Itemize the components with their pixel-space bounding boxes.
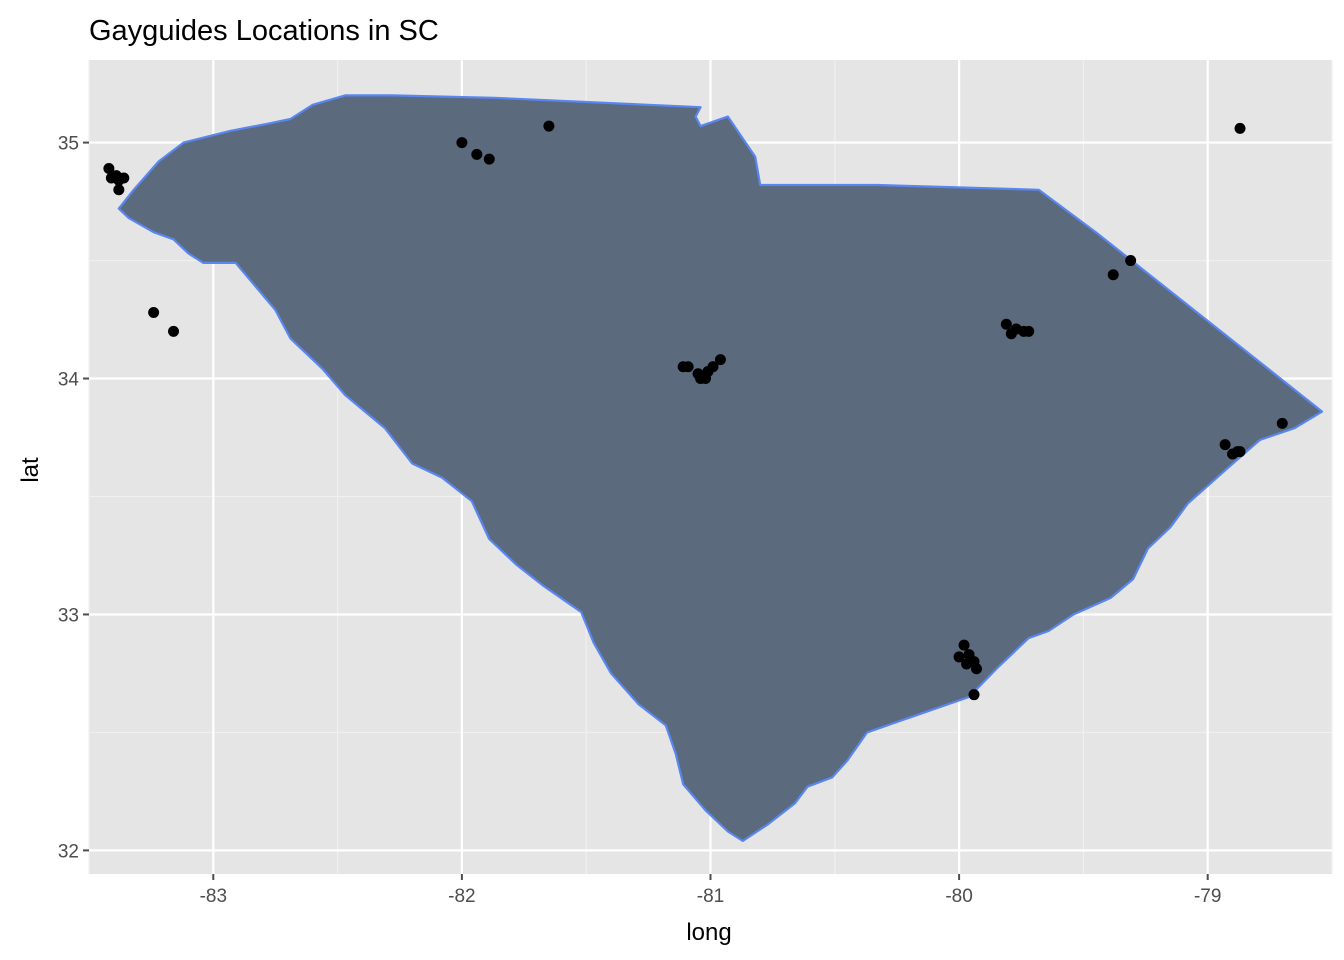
location-point xyxy=(1234,446,1246,458)
plot-title: Gayguides Locations in SC xyxy=(89,15,439,47)
location-point xyxy=(953,651,965,663)
south-carolina-outline xyxy=(117,94,1324,843)
x-axis-title: long xyxy=(686,919,731,946)
x-tick-label: -82 xyxy=(448,886,475,907)
location-point xyxy=(118,172,130,184)
y-tick-label: 33 xyxy=(58,605,79,626)
location-point xyxy=(543,120,555,132)
location-point xyxy=(714,354,726,366)
y-axis: 32 33 34 35 xyxy=(58,134,89,862)
location-point xyxy=(707,361,719,373)
location-point xyxy=(692,368,704,380)
x-axis: -83 -82 -81 -80 -79 xyxy=(200,874,1221,907)
location-point xyxy=(1219,439,1231,451)
location-point xyxy=(113,184,125,196)
x-tick-label: -83 xyxy=(200,886,227,907)
location-point xyxy=(1276,417,1288,429)
location-point xyxy=(971,663,983,675)
location-point xyxy=(1000,318,1012,330)
y-tick-label: 35 xyxy=(58,134,79,155)
location-point xyxy=(168,325,180,337)
y-tick-label: 34 xyxy=(58,370,80,391)
x-tick-label: -80 xyxy=(945,886,972,907)
x-tick-label: -79 xyxy=(1194,886,1221,907)
location-point xyxy=(1107,269,1119,281)
location-point xyxy=(471,148,483,160)
x-tick-label: -81 xyxy=(697,886,724,907)
location-point xyxy=(958,639,970,651)
location-point xyxy=(1234,122,1246,134)
location-point xyxy=(1023,325,1035,337)
location-point xyxy=(483,153,495,165)
location-point xyxy=(682,361,694,373)
y-axis-title: lat xyxy=(17,457,44,483)
location-point xyxy=(148,306,160,318)
location-points xyxy=(103,120,1288,701)
location-point xyxy=(103,163,115,175)
location-point xyxy=(1125,255,1137,267)
location-point xyxy=(968,689,980,701)
y-tick-label: 32 xyxy=(58,841,79,862)
location-point xyxy=(456,137,468,149)
